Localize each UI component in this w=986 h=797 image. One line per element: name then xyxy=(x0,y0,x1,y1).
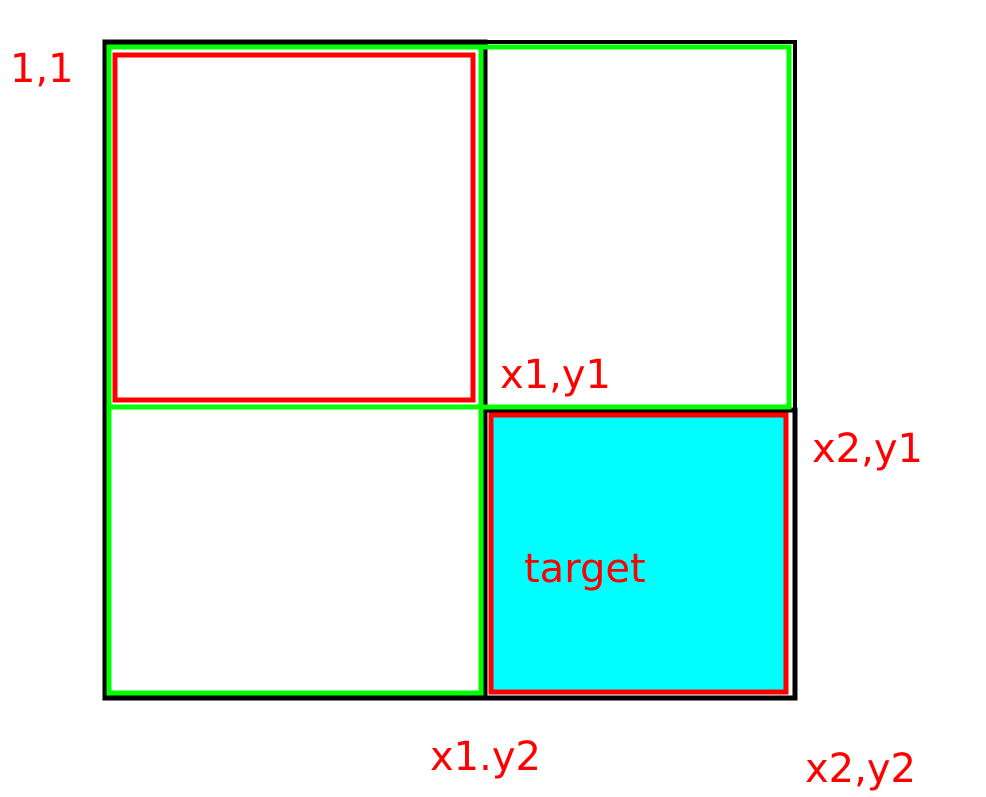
cell-top-right xyxy=(478,44,792,410)
label-origin: 1,1 xyxy=(10,46,74,92)
label-target: target xyxy=(524,546,646,592)
label-x1-y1: x1,y1 xyxy=(500,352,611,398)
label-x2-y2: x2,y2 xyxy=(805,746,916,792)
target-cell xyxy=(488,412,789,695)
label-x1-y2: x1.y2 xyxy=(430,734,541,780)
cell-top-left xyxy=(106,44,484,410)
outer-frame-left xyxy=(102,39,488,701)
cell-bottom-left xyxy=(106,404,484,696)
label-x2-y1: x2,y1 xyxy=(812,426,923,472)
outer-frame-top-right xyxy=(483,40,797,412)
highlight-top-left xyxy=(112,52,476,403)
